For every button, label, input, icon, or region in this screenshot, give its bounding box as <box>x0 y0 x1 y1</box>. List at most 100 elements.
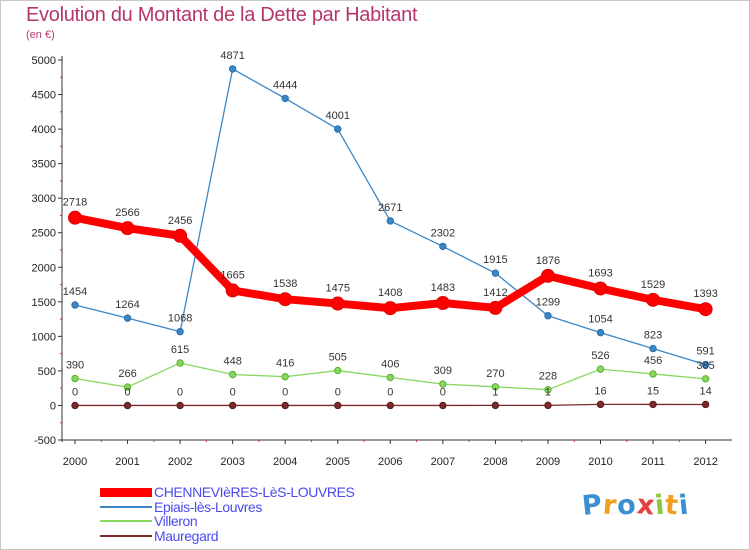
data-point <box>488 300 503 315</box>
y-tick-label: 4500 <box>32 90 56 102</box>
data-point <box>71 301 79 309</box>
data-label: 1054 <box>588 314 612 326</box>
data-point <box>596 328 605 337</box>
data-label: 456 <box>644 355 662 367</box>
data-label: 270 <box>486 368 504 380</box>
data-label: 15 <box>647 385 659 397</box>
data-label: 228 <box>539 371 557 383</box>
legend-swatch <box>100 534 152 537</box>
data-point <box>596 365 605 373</box>
data-point <box>228 401 237 410</box>
y-tick-label: 3500 <box>32 159 56 171</box>
data-label: 1 <box>545 386 551 398</box>
data-label: 615 <box>171 344 189 356</box>
data-label: 1412 <box>483 287 507 299</box>
data-point <box>334 366 342 375</box>
data-point <box>649 400 657 409</box>
data-point <box>123 314 132 322</box>
x-tick-label: 2001 <box>115 456 139 468</box>
data-point <box>491 383 500 391</box>
data-point <box>383 301 398 316</box>
data-point <box>701 360 710 369</box>
data-label: 4871 <box>220 50 244 62</box>
data-point <box>225 283 240 298</box>
data-point <box>386 401 394 410</box>
data-label: 1475 <box>326 283 350 295</box>
data-point <box>544 386 552 394</box>
data-label: 2718 <box>63 197 87 209</box>
data-label: 1299 <box>536 297 560 309</box>
data-label: 406 <box>381 358 399 370</box>
data-point <box>544 312 552 320</box>
data-label: 1 <box>492 386 498 398</box>
data-label: 385 <box>696 360 714 372</box>
data-point <box>593 281 608 296</box>
data-label: 1068 <box>168 313 192 325</box>
data-point <box>435 295 450 310</box>
x-tick-label: 2007 <box>431 456 455 468</box>
y-tick-label: 4000 <box>32 124 56 136</box>
data-point <box>228 65 237 73</box>
data-point <box>646 292 661 307</box>
y-tick-label: 0 <box>50 400 56 412</box>
x-tick-label: 2012 <box>693 456 717 468</box>
legend-item: CHENNEVIèRES-LèS-LOUVRES <box>100 484 400 500</box>
logo-letter: o <box>615 489 639 522</box>
data-label: 4001 <box>326 110 350 122</box>
data-point <box>334 125 342 133</box>
data-point <box>71 401 79 410</box>
y-tick-label: 5000 <box>32 55 56 67</box>
data-label: 1665 <box>220 269 244 281</box>
legend-item: Epiais-lès-Louvres <box>100 499 400 515</box>
x-tick-label: 2005 <box>326 456 350 468</box>
data-label: 0 <box>387 386 393 398</box>
data-point <box>120 221 135 236</box>
data-label: 2671 <box>378 202 402 214</box>
data-point <box>334 401 342 410</box>
data-label: 1529 <box>641 279 665 291</box>
data-label: 505 <box>329 352 347 364</box>
logo-letter: i <box>677 489 692 522</box>
data-point <box>544 401 552 410</box>
data-point <box>540 268 555 283</box>
legend-label: Mauregard <box>154 527 219 544</box>
data-point <box>386 373 394 382</box>
data-label: 2302 <box>431 227 455 239</box>
data-label: 309 <box>434 365 452 377</box>
data-point <box>173 228 188 243</box>
data-label: 448 <box>223 356 241 368</box>
data-label: 390 <box>66 360 84 372</box>
data-point <box>176 359 184 367</box>
data-label: 526 <box>591 350 609 362</box>
data-point <box>330 296 345 311</box>
proxiti-logo: Proxiti <box>580 489 692 522</box>
data-point <box>71 374 79 383</box>
data-label: 1915 <box>483 254 507 266</box>
data-label: 1454 <box>63 286 87 298</box>
x-tick-label: 2011 <box>641 456 665 468</box>
y-tick-label: -500 <box>34 435 56 447</box>
data-point <box>123 383 132 391</box>
data-label: 1693 <box>588 267 612 279</box>
data-label: 0 <box>72 386 78 398</box>
data-label: 0 <box>124 386 130 398</box>
x-tick-label: 2010 <box>588 456 612 468</box>
data-point <box>698 302 713 317</box>
data-point <box>649 370 657 378</box>
data-point <box>491 269 500 277</box>
data-label: 2456 <box>168 215 192 227</box>
data-label: 2566 <box>115 207 139 219</box>
legend-swatch <box>100 488 152 497</box>
data-point <box>278 292 293 307</box>
data-label: 1538 <box>273 278 297 290</box>
legend-item: Villeron <box>100 513 400 529</box>
x-tick-label: 2002 <box>168 456 192 468</box>
legend: CHENNEVIèRES-LèS-LOUVRES Epiais-lès-Louvr… <box>100 484 400 544</box>
data-point <box>176 401 184 410</box>
data-label: 266 <box>118 368 136 380</box>
data-label: 16 <box>594 385 606 397</box>
data-label: 0 <box>230 386 236 398</box>
x-tick-label: 2008 <box>483 456 507 468</box>
